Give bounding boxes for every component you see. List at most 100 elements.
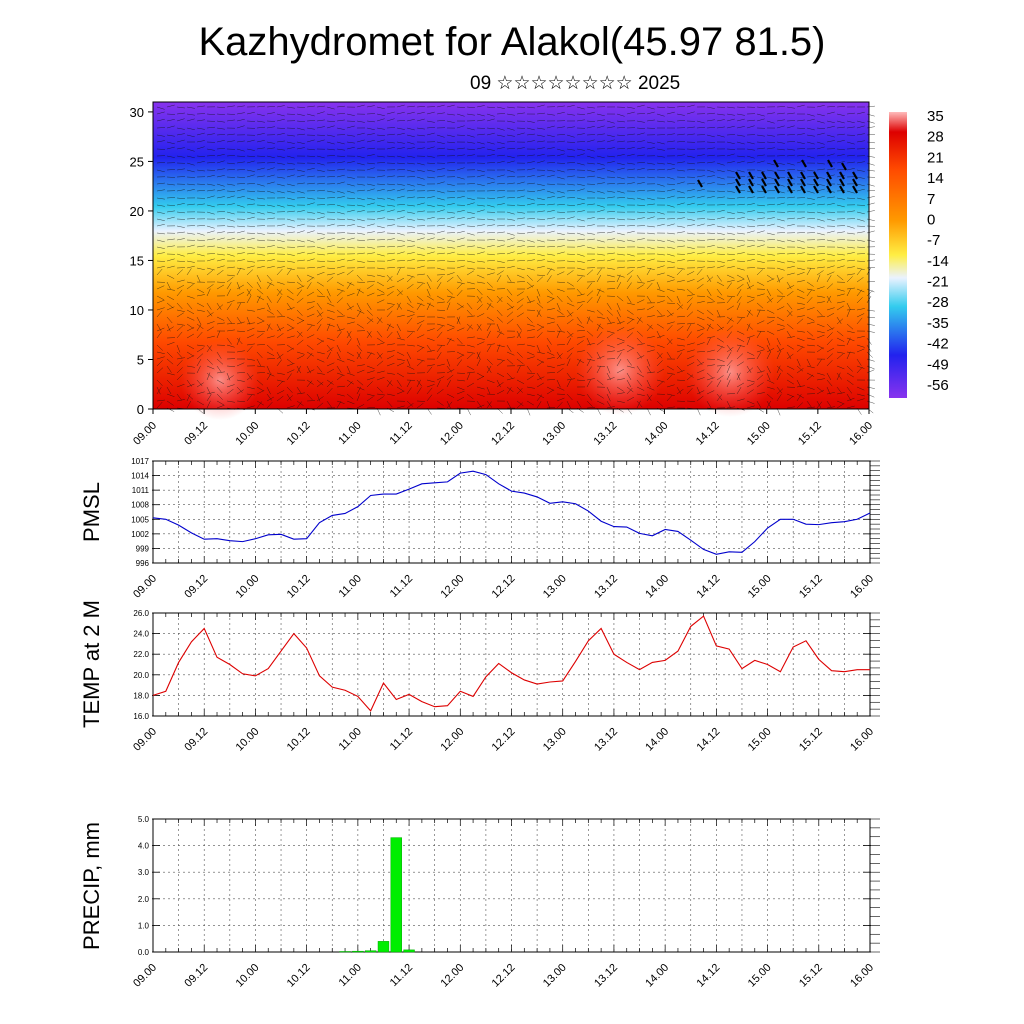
- precip-xtick-label-7: 12.12: [490, 962, 518, 990]
- pmsl-xtick-label-2: 10.00: [234, 573, 262, 601]
- heat-xtick-label-4: 11.00: [336, 420, 363, 447]
- pmsl-ytick-label-1: 999: [136, 544, 150, 553]
- pmsl-ytick-label-0: 996: [136, 559, 150, 568]
- colorbar-label-2: 21: [927, 149, 944, 166]
- pmsl-ytick-label-2: 1002: [131, 530, 149, 539]
- colorbar-label-0: 35: [927, 108, 944, 125]
- wind-vectors: [156, 104, 876, 416]
- colorbar-label-6: -7: [927, 232, 940, 249]
- colorbar: 35 28 21 14 7 0 -7 -14 -21 -28 -35 -42 -49 -56: [889, 108, 949, 398]
- colorbar-label-8: -21: [927, 274, 949, 291]
- cross-section-panel: 0 5 10 15 20 25 30 09.00 09.12 10.00 10.12 11.00 11.…: [130, 101, 876, 448]
- temp2m-xtick-label-11: 14.12: [695, 726, 723, 754]
- pmsl-ytick-label-6: 1014: [131, 472, 149, 481]
- heat-ytick-label-1: 5: [137, 352, 144, 367]
- temp2m-ytick-label-0: 16.0: [133, 712, 149, 721]
- pmsl-xtick-label-6: 12.00: [438, 573, 466, 601]
- heat-xtick-label-2: 10.00: [233, 420, 261, 448]
- heat-xtick-label-11: 14.12: [694, 420, 722, 448]
- heat-ytick-label-6: 30: [130, 105, 144, 120]
- temp2m-xtick-label-1: 09.12: [182, 726, 210, 754]
- pmsl-xtick-label-1: 09.12: [182, 573, 210, 601]
- temp2m-ytick-label-4: 24.0: [133, 630, 149, 639]
- pmsl-ylabel: PMSL: [79, 482, 104, 542]
- temp-panel: 16.0 18.0 20.0 22.0 24.0 26.0 09.00 09.12 10.00 1…: [79, 600, 880, 754]
- heat-ytick-label-4: 20: [130, 204, 144, 219]
- heat-xtick-label-13: 15.12: [796, 420, 824, 448]
- temp2m-xtick-label-12: 15.00: [746, 726, 774, 754]
- temp2m-xtick-label-9: 13.12: [592, 726, 620, 754]
- pmsl-xtick-label-8: 13.00: [541, 573, 569, 601]
- precip-ytick-label-5: 5.0: [138, 815, 150, 824]
- temp2m-xtick-label-7: 12.12: [490, 726, 518, 754]
- heat-xtick-label-3: 10.12: [285, 420, 313, 448]
- temp2m-ylabel: TEMP at 2 M: [79, 600, 104, 728]
- precip-ytick-label-3: 3.0: [138, 868, 150, 877]
- heat-ytick-label-5: 25: [130, 154, 144, 169]
- precip-xtick-label-4: 11.00: [337, 962, 364, 989]
- precip-xtick-label-5: 11.12: [388, 962, 415, 989]
- colorbar-label-12: -49: [927, 356, 949, 373]
- heat-xtick-label-7: 12.12: [489, 420, 517, 448]
- pmsl-xtick-label-14: 16.00: [848, 573, 876, 601]
- pmsl-ytick-label-7: 1017: [131, 457, 149, 466]
- wind-barbs: [697, 159, 858, 194]
- temp2m-xtick-label-2: 10.00: [234, 726, 262, 754]
- precip-panel: 0.0 1.0 2.0 3.0 4.0 5.0 09.00 09.12 10.00 10.12 11…: [79, 815, 880, 990]
- temp2m-xtick-label-5: 11.12: [388, 726, 415, 753]
- precip-bar-1: [352, 950, 364, 953]
- colorbar-label-7: -14: [927, 253, 949, 270]
- precip-ytick-label-1: 1.0: [138, 921, 150, 930]
- precip-xtick-label-1: 09.12: [182, 962, 210, 990]
- page-subtitle: 09 ☆☆☆☆☆☆☆☆ 2025: [470, 73, 681, 94]
- precip-xtick-label-10: 14.00: [643, 962, 671, 990]
- precip-xtick-label-2: 10.00: [234, 962, 262, 990]
- pmsl-xtick-label-13: 15.12: [797, 573, 825, 601]
- precip-ylabel: PRECIP, mm: [79, 822, 104, 950]
- colorbar-label-9: -28: [927, 294, 949, 311]
- temp2m-ytick-label-1: 18.0: [133, 691, 149, 700]
- pmsl-panel: 996 999 1002 1005 1008 1011 1014 1017 09.00 09.12…: [79, 457, 880, 601]
- heat-ytick-label-3: 15: [130, 253, 144, 268]
- heat-xtick-label-14: 16.00: [847, 420, 875, 448]
- precip-xtick-label-6: 12.00: [438, 962, 466, 990]
- colorbar-bar: [889, 112, 907, 398]
- colorbar-label-11: -42: [927, 336, 949, 353]
- temp2m-xtick-label-14: 16.00: [848, 726, 876, 754]
- heat-xtick-label-12: 15.00: [745, 420, 773, 448]
- pmsl-xtick-label-7: 12.12: [490, 573, 518, 601]
- heat-xtick-label-5: 11.12: [387, 420, 414, 447]
- precip-ytick-label-0: 0.0: [138, 948, 150, 957]
- heat-xtick-label-6: 12.00: [438, 420, 466, 448]
- temp2m-xtick-label-4: 11.00: [337, 726, 364, 753]
- precip-ytick-label-4: 4.0: [138, 842, 150, 851]
- pmsl-xtick-label-5: 11.12: [388, 573, 415, 600]
- precip-xtick-label-14: 16.00: [848, 962, 876, 990]
- precip-bar-4: [390, 837, 402, 953]
- heat-xtick-label-9: 13.12: [591, 420, 619, 448]
- heat-xtick-label-8: 13.00: [540, 420, 568, 448]
- temp2m-xtick-label-0: 09.00: [131, 726, 159, 754]
- heat-xtick-label-1: 09.12: [182, 420, 210, 448]
- temp2m-ytick-label-3: 22.0: [133, 650, 149, 659]
- precip-xtick-label-0: 09.00: [131, 962, 159, 990]
- heat-xtick-label-10: 14.00: [643, 420, 671, 448]
- colorbar-label-1: 28: [927, 129, 944, 146]
- colorbar-label-4: 7: [927, 191, 935, 208]
- precip-xtick-label-3: 10.12: [285, 962, 313, 990]
- temp2m-xtick-label-10: 14.00: [643, 726, 671, 754]
- pmsl-xtick-label-3: 10.12: [285, 573, 313, 601]
- heat-xtick-label-0: 09.00: [131, 420, 159, 448]
- temp2m-xtick-label-3: 10.12: [285, 726, 313, 754]
- pmsl-ytick-label-3: 1005: [131, 515, 149, 524]
- colorbar-label-13: -56: [927, 377, 949, 394]
- warm-anomaly-1: [575, 325, 665, 415]
- pmsl-xtick-label-0: 09.00: [131, 573, 159, 601]
- pmsl-ytick-label-4: 1008: [131, 501, 149, 510]
- pmsl-xtick-label-12: 15.00: [746, 573, 774, 601]
- temp2m-xtick-label-13: 15.12: [797, 726, 825, 754]
- precip-bar-0: [339, 951, 351, 953]
- warm-anomaly-0: [180, 340, 260, 420]
- pmsl-xtick-label-4: 11.00: [337, 573, 364, 600]
